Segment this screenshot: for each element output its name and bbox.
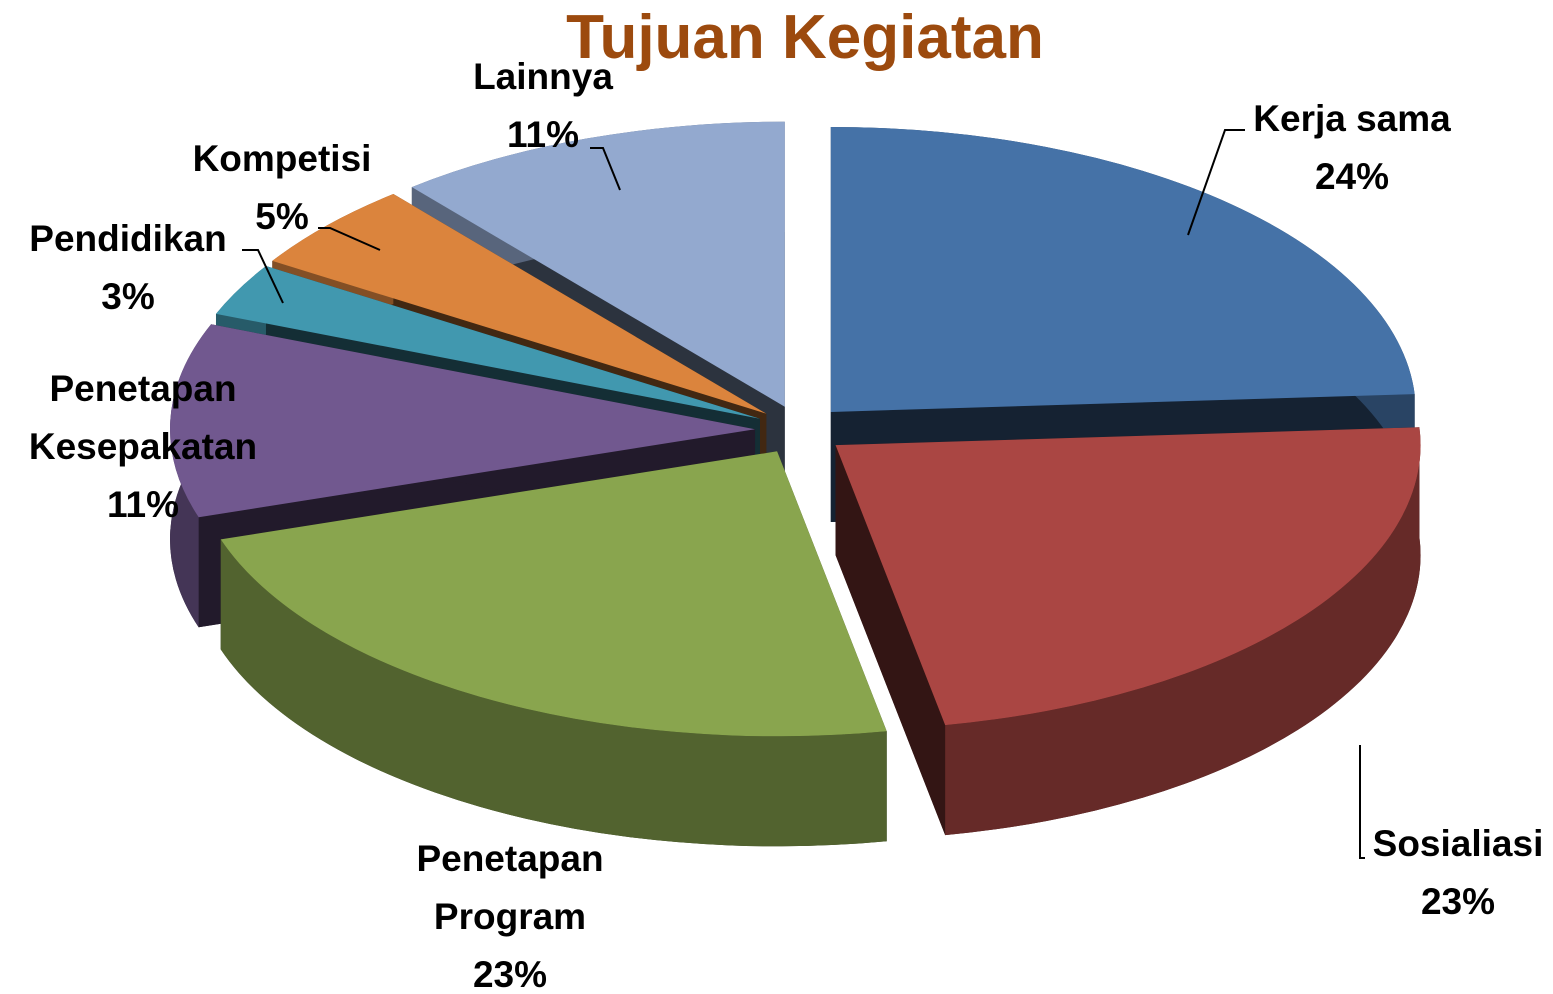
pie-slice	[835, 427, 1421, 726]
category-label: Kompetisi	[192, 138, 372, 179]
slice	[835, 427, 1421, 836]
pie-slice	[170, 324, 756, 518]
pie-slice	[220, 451, 887, 737]
data-label: Penetapan Kesepakatan 11%	[0, 360, 288, 534]
pie-slice	[830, 126, 1415, 412]
category-label: Penetapan Kesepakatan	[28, 368, 258, 467]
chart-title: Tujuan Kegiatan	[566, 3, 1044, 72]
category-label: Sosialiasi	[1372, 823, 1544, 864]
pie-slice	[215, 266, 760, 419]
data-label: Kerja sama 24%	[1202, 90, 1502, 206]
pie-slice	[272, 194, 767, 414]
category-label: Penetapan Program	[416, 838, 604, 937]
category-label: Pendidikan	[29, 218, 227, 259]
leader-line	[1187, 129, 1245, 236]
data-label: Pendidikan 3%	[3, 210, 253, 326]
leader-line	[1359, 745, 1365, 859]
data-label: Kompetisi 5%	[157, 130, 407, 246]
value-label: 11%	[106, 484, 179, 525]
value-label: 23%	[1420, 881, 1496, 922]
data-label: Lainnya 11%	[433, 48, 653, 164]
category-label: Kerja sama	[1253, 98, 1451, 139]
pie-slice	[411, 121, 785, 407]
value-label: 24%	[1314, 156, 1390, 197]
category-label: Lainnya	[473, 56, 613, 97]
slice	[220, 451, 887, 847]
data-label: Penetapan Program 23%	[380, 830, 640, 994]
leader-line	[318, 227, 381, 251]
value-label: 5%	[255, 196, 309, 237]
slice-side	[835, 445, 946, 836]
data-label: Sosialiasi 23%	[1328, 815, 1553, 931]
leader-line	[242, 249, 284, 304]
value-label: 23%	[472, 954, 548, 994]
slice-rim	[945, 427, 1421, 836]
leader-line	[590, 147, 621, 191]
slice-rim	[220, 539, 887, 847]
value-label: 11%	[506, 114, 579, 155]
value-label: 3%	[101, 276, 155, 317]
